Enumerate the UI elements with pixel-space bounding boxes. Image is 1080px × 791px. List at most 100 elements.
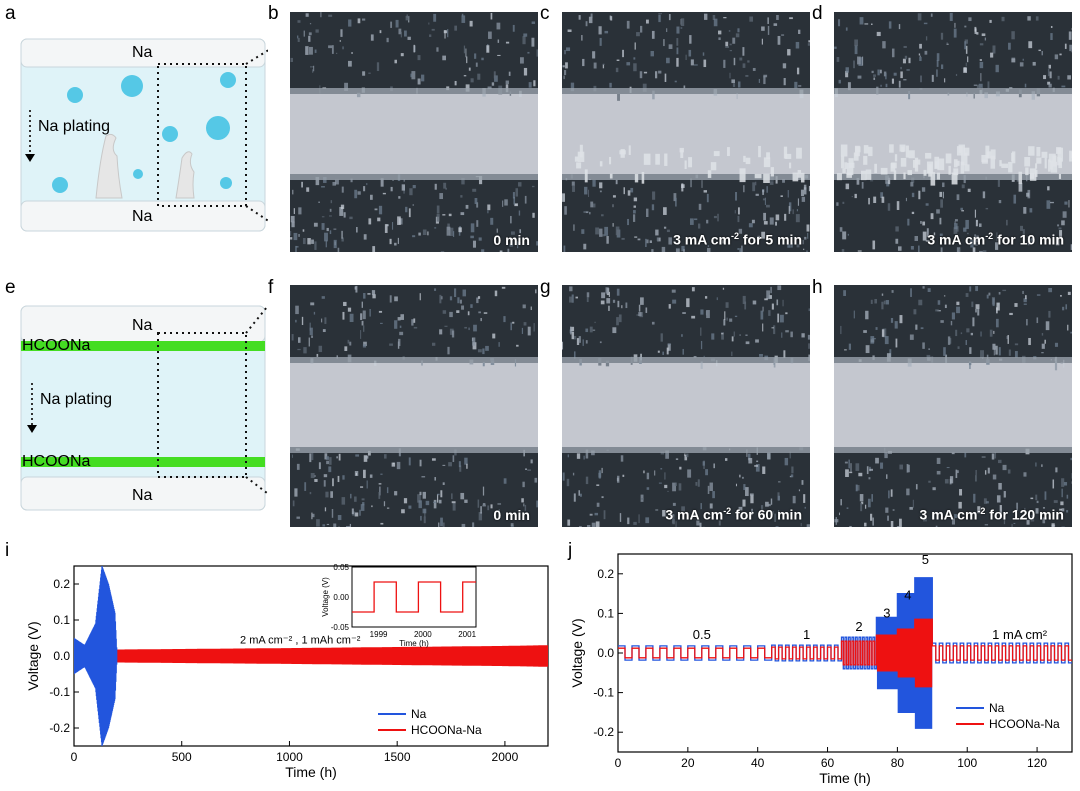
bubbles <box>52 72 236 193</box>
micrograph-image <box>562 12 810 252</box>
series-na <box>74 566 118 746</box>
micrograph-c: 3 mA cm-2 for 5 min <box>562 12 810 252</box>
series-hcoona-na <box>618 618 1072 688</box>
electrode-edge <box>834 447 1072 453</box>
y-tick-label: -0.2 <box>593 725 614 739</box>
inset-x-tick-label: 2001 <box>458 630 476 639</box>
micrograph-d: 3 mA cm-2 for 10 min <box>834 12 1072 252</box>
x-tick-label: 100 <box>957 756 977 770</box>
x-tick-label: 0 <box>615 756 622 770</box>
hcoona-layer-top <box>21 341 265 351</box>
x-tick-label: 1500 <box>384 750 411 764</box>
legend-entry: Na <box>411 707 427 721</box>
inset-series <box>352 581 476 613</box>
panel-label-a: a <box>5 3 16 24</box>
panel-label-h: h <box>812 277 823 298</box>
x-tick-label: 2000 <box>492 750 519 764</box>
micrograph-caption: 3 mA cm-2 for 5 min <box>673 231 802 248</box>
inset-x-tick-label: 1999 <box>370 630 388 639</box>
x-tick-label: 120 <box>1027 756 1047 770</box>
micrograph-image <box>290 12 538 252</box>
surface-speckle <box>834 12 1072 252</box>
micrograph-caption: 3 mA cm-2 for 10 min <box>927 231 1064 248</box>
rate-label: 5 <box>922 552 929 567</box>
micrograph-image <box>834 12 1072 252</box>
schematic-e-drawing <box>20 280 289 511</box>
legend-entry: HCOONa-Na <box>411 723 482 737</box>
inset-y-tick-label: -0.05 <box>331 623 350 632</box>
dendrite-shape <box>95 133 123 199</box>
micrograph-f: 0 min <box>290 285 538 527</box>
panel-label-g: g <box>540 277 551 298</box>
rate-label: 1 mA cm² <box>992 627 1048 642</box>
series-hcoona-na <box>74 645 548 667</box>
electrode-edge <box>562 447 810 453</box>
electrode-edge <box>562 88 810 94</box>
hcoona-label-bottom: HCOONa <box>22 453 91 470</box>
panel-label-f: f <box>268 277 274 298</box>
surface-speckle <box>562 285 810 527</box>
arrow-down-icon <box>27 425 37 433</box>
process-label: Na plating <box>38 118 111 135</box>
rate-label: 1 <box>803 627 810 642</box>
separator-gap <box>562 363 810 447</box>
y-axis-label: Voltage (V) <box>569 618 585 687</box>
inset-x-axis-label: Time (h) <box>399 639 429 648</box>
arrow-down-icon <box>25 154 35 162</box>
schematic-a-drawing <box>20 37 289 235</box>
micrograph-b: 0 min <box>290 12 538 252</box>
surface-speckle <box>834 286 1072 527</box>
y-tick-label: 0.0 <box>53 649 70 663</box>
panel-label-e: e <box>5 277 16 298</box>
y-tick-label: 0.1 <box>53 613 70 627</box>
panel-label-c: c <box>540 3 550 24</box>
panel-label-j: j <box>568 540 573 561</box>
electrode-edge <box>834 88 1072 94</box>
inset-x-tick-label: 2000 <box>414 630 432 639</box>
x-tick-label: 0 <box>71 750 78 764</box>
separator-gap <box>290 94 538 174</box>
micrograph-image <box>834 285 1072 527</box>
separator-gap <box>834 94 1072 174</box>
process-label: Na plating <box>40 391 113 408</box>
hcoona-label-top: HCOONa <box>22 337 91 354</box>
separator-gap <box>834 363 1072 447</box>
electrode-top-label: Na <box>132 44 153 61</box>
electrode-edge <box>834 357 1072 363</box>
x-tick-label: 20 <box>681 756 695 770</box>
dendrite-shape <box>175 151 195 199</box>
y-tick-label: -0.2 <box>49 721 70 735</box>
inset-y-tick-label: 0.00 <box>333 593 349 602</box>
y-tick-label: 0.2 <box>597 567 614 581</box>
y-tick-label: -0.1 <box>593 686 614 700</box>
x-tick-label: 60 <box>821 756 835 770</box>
dendrite-growth <box>574 144 805 184</box>
electrode-bottom-label: Na <box>132 487 153 504</box>
electrode-bottom-label: Na <box>132 208 153 225</box>
hcoona-layer-bottom <box>21 457 265 467</box>
y-axis-label: Voltage (V) <box>25 621 41 690</box>
chart-i: 0 500 1000 1500 2000 -0.2 -0.1 0.0 0.1 0.2 Time (h… <box>25 563 549 780</box>
electrode-edge <box>290 174 538 180</box>
y-tick-label: -0.1 <box>49 685 70 699</box>
electrode-edge <box>290 357 538 363</box>
micrograph-image <box>562 285 810 527</box>
y-tick-label: 0.0 <box>597 646 614 660</box>
chart-j: 0 20 40 60 80 100 120 -0.2 -0.1 0.0 0.1 0.2 Time (h)… <box>569 552 1073 786</box>
surface-speckle <box>291 285 538 527</box>
x-tick-label: 1000 <box>276 750 303 764</box>
separator-gap <box>290 363 538 447</box>
micrograph-caption: 0 min <box>493 507 530 523</box>
inset-y-tick-label: 0.05 <box>333 563 349 572</box>
micrograph-image <box>290 285 538 527</box>
x-tick-label: 80 <box>891 756 905 770</box>
schematic-e: Na HCOONa Na plating HCOONa Na <box>20 280 289 513</box>
rate-label: 0.5 <box>693 627 711 642</box>
electrode-edge <box>562 357 810 363</box>
x-axis-label: Time (h) <box>819 770 871 786</box>
legend-entry: HCOONa-Na <box>989 717 1060 731</box>
panel-label-d: d <box>812 3 823 24</box>
micrograph-caption: 3 mA cm-2 for 60 min <box>665 506 802 523</box>
rate-annotation: 2 mA cm⁻² , 1 mAh cm⁻² <box>240 634 361 646</box>
x-tick-label: 40 <box>751 756 765 770</box>
